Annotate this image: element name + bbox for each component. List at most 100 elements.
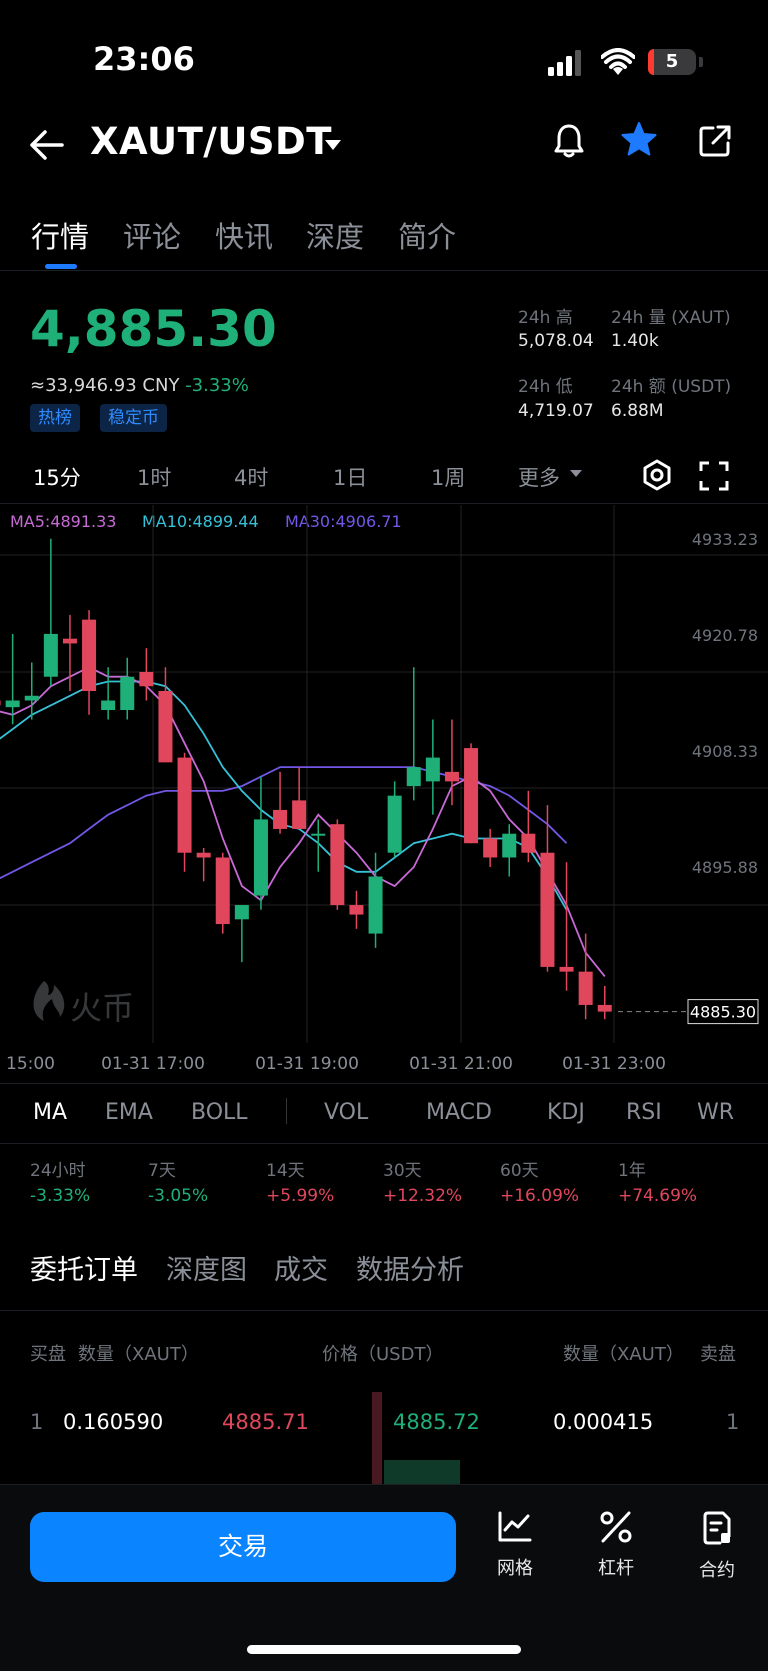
high-value: 5,078.04 xyxy=(518,331,594,351)
tab-comments[interactable]: 评论 xyxy=(123,220,182,254)
grid-button[interactable]: 网格 xyxy=(485,1510,545,1580)
candle-body xyxy=(330,824,345,906)
indicator-divider xyxy=(286,1098,287,1124)
candle-body xyxy=(177,757,192,853)
contract-button[interactable]: 合约 xyxy=(687,1510,747,1582)
ma10-line xyxy=(0,680,568,911)
bid-price[interactable]: 4885.71 xyxy=(222,1410,309,1434)
leverage-button[interactable]: 杠杆 xyxy=(586,1510,646,1580)
indicator-boll[interactable]: BOLL xyxy=(191,1100,248,1125)
indicator-ma[interactable]: MA xyxy=(33,1100,68,1125)
change-percent: -3.33% xyxy=(185,375,249,396)
ask-price[interactable]: 4885.72 xyxy=(393,1410,480,1434)
candle-body xyxy=(196,852,211,858)
tag-hot[interactable]: 热榜 xyxy=(30,404,80,432)
ask-depth-bar xyxy=(384,1460,460,1484)
indicator-ema[interactable]: EMA xyxy=(105,1100,153,1125)
candle-body xyxy=(502,833,517,858)
candle-body xyxy=(521,833,536,853)
fullscreen-icon[interactable] xyxy=(699,461,729,491)
amount-label: 24h 额 (USDT) xyxy=(611,377,732,397)
battery-icon: 5 xyxy=(648,49,696,75)
tab-orders[interactable]: 委托订单 xyxy=(30,1255,138,1286)
divider xyxy=(0,1310,768,1311)
interval-4h[interactable]: 4时 xyxy=(234,466,269,490)
pair-title[interactable]: XAUT/USDT xyxy=(90,120,332,163)
ask-qty[interactable]: 0.000415 xyxy=(553,1410,654,1434)
cny-price: ≈33,946.93 CNY -3.33% xyxy=(30,375,249,396)
tab-trades[interactable]: 成交 xyxy=(274,1255,328,1286)
tab-depth[interactable]: 深度 xyxy=(306,220,365,254)
perf-label: 1年 xyxy=(618,1161,646,1181)
bid-qty[interactable]: 0.160590 xyxy=(63,1410,164,1434)
low-label: 24h 低 xyxy=(518,377,573,397)
candle-body xyxy=(483,838,498,858)
candle-body xyxy=(349,905,364,915)
tab-market[interactable]: 行情 xyxy=(31,220,90,254)
signal-icon xyxy=(548,50,581,76)
x-tick-label: 01-31 23:00 xyxy=(562,1054,666,1074)
candlestick-chart[interactable]: 火币 4933.23 4920.78 4908.33 4895.88 15:00 01-… xyxy=(0,505,768,1085)
candle-body xyxy=(540,852,555,967)
star-icon[interactable] xyxy=(621,122,657,156)
interval-1d[interactable]: 1日 xyxy=(333,466,368,490)
interval-15m[interactable]: 15分 xyxy=(33,466,81,490)
home-indicator xyxy=(247,1645,521,1654)
interval-more[interactable]: 更多 xyxy=(518,466,560,490)
leverage-label: 杠杆 xyxy=(598,1558,634,1579)
perf-value: -3.33% xyxy=(30,1186,91,1206)
contract-label: 合约 xyxy=(699,1560,735,1581)
bell-icon[interactable] xyxy=(553,123,585,159)
indicator-kdj[interactable]: KDJ xyxy=(547,1100,585,1125)
perf-label: 60天 xyxy=(500,1161,539,1181)
candle-body xyxy=(101,700,116,711)
tab-news[interactable]: 快讯 xyxy=(215,220,274,254)
caret-down-icon[interactable] xyxy=(570,470,582,478)
candle-body xyxy=(464,748,479,844)
settings-icon[interactable] xyxy=(641,459,673,491)
amount-value: 6.88M xyxy=(611,401,664,421)
candle-body xyxy=(158,691,173,763)
trade-button[interactable]: 交易 xyxy=(30,1512,456,1582)
ma10-legend: MA10:4899.44 xyxy=(142,512,259,531)
low-value: 4,719.07 xyxy=(518,401,594,421)
candle-body xyxy=(559,966,574,972)
indicator-rsi[interactable]: RSI xyxy=(626,1100,662,1125)
bid-depth-bar xyxy=(372,1392,382,1484)
candle-body xyxy=(387,795,402,853)
ask-header: 卖盘 xyxy=(700,1344,736,1365)
tab-underline xyxy=(45,264,77,269)
tab-intro[interactable]: 简介 xyxy=(398,220,457,254)
high-label: 24h 高 xyxy=(518,308,573,328)
last-price-box xyxy=(687,999,759,1025)
tab-analysis[interactable]: 数据分析 xyxy=(356,1255,464,1286)
x-tick-label: 15:00 xyxy=(6,1054,55,1074)
y-tick-label: 4933.23 xyxy=(692,530,758,549)
perf-label: 24小时 xyxy=(30,1161,86,1181)
chevron-down-icon[interactable] xyxy=(324,139,342,151)
interval-1h[interactable]: 1时 xyxy=(137,466,172,490)
perf-value: +74.69% xyxy=(618,1186,698,1206)
indicator-macd[interactable]: MACD xyxy=(426,1100,492,1125)
back-arrow-icon[interactable] xyxy=(28,128,66,162)
tab-depth-chart[interactable]: 深度图 xyxy=(166,1255,247,1286)
indicator-wr[interactable]: WR xyxy=(697,1100,735,1125)
grid-chart-icon xyxy=(498,1511,532,1542)
candle-body xyxy=(5,700,20,708)
x-tick-label: 01-31 17:00 xyxy=(101,1054,205,1074)
y-tick-label: 4920.78 xyxy=(692,626,758,645)
tag-stablecoin[interactable]: 稳定币 xyxy=(100,404,167,432)
perf-value: -3.05% xyxy=(148,1186,209,1206)
bid-header: 买盘 xyxy=(30,1344,66,1365)
grid-label: 网格 xyxy=(497,1558,533,1579)
battery-level: 5 xyxy=(665,51,679,72)
indicator-vol[interactable]: VOL xyxy=(324,1100,369,1125)
share-icon[interactable] xyxy=(698,124,732,158)
price-header: 价格（USDT） xyxy=(322,1344,444,1365)
interval-1w[interactable]: 1周 xyxy=(431,466,466,490)
divider xyxy=(0,270,768,271)
candle-body xyxy=(24,695,39,701)
ma5-legend: MA5:4891.33 xyxy=(10,512,117,531)
cny-value: ≈33,946.93 CNY xyxy=(30,375,180,396)
watermark-text: 火币 xyxy=(70,989,134,1027)
